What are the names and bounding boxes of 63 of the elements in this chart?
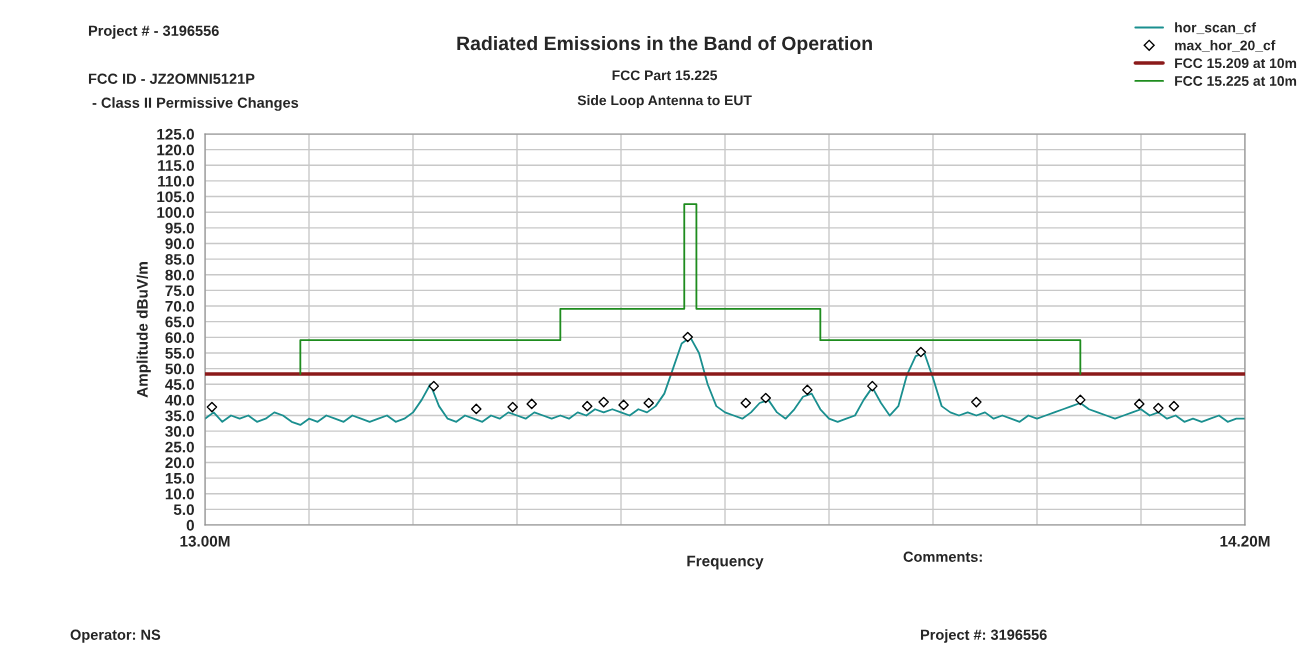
y-tick-label: 90.0 — [165, 238, 194, 250]
text: FCC ID - JZ2OMNI5121P — [88, 73, 255, 84]
y-tick-label: 0 — [186, 519, 194, 531]
y-tick-label: 45.0 — [165, 379, 194, 390]
point — [507, 401, 518, 413]
y-tick-label: 15.0 — [165, 472, 194, 484]
point — [682, 331, 694, 343]
y-tick-label: 55.0 — [165, 347, 194, 359]
y-tick-label: 105.0 — [157, 191, 194, 203]
text: Comments: — [903, 551, 982, 562]
text: - Class II Permissive Changes — [92, 97, 299, 111]
x-tick-label: 13.00M — [180, 535, 230, 547]
text: Project # - 3196556 — [88, 25, 219, 39]
point — [643, 397, 655, 409]
point — [915, 346, 927, 358]
y-tick-label: 80.0 — [165, 269, 194, 281]
legend-label: max_hor_20_cf — [1175, 40, 1276, 52]
y-axis-title: Amplitude dBuV/m — [136, 262, 151, 398]
point — [760, 392, 772, 404]
point — [1168, 400, 1180, 412]
y-tick-label: 85.0 — [165, 253, 194, 265]
y-tick-label: 110.0 — [158, 175, 194, 187]
y-tick-label: 70.0 — [165, 300, 194, 312]
point — [618, 399, 629, 411]
y-tick-label: 65.0 — [165, 316, 194, 328]
point — [206, 401, 218, 413]
point — [1153, 402, 1164, 414]
y-tick-label: 10.0 — [165, 488, 194, 500]
point — [1133, 398, 1145, 410]
text: Operator: NS — [70, 629, 161, 643]
y-tick-label: 60.0 — [165, 332, 194, 344]
y-tick-label: 25.0 — [165, 441, 194, 453]
point — [581, 400, 593, 412]
chart-title: Radiated Emissions in the Band of Operation — [457, 35, 872, 55]
point — [740, 397, 752, 409]
point — [802, 384, 813, 396]
line-series — [299, 203, 1082, 375]
point — [1075, 394, 1086, 406]
y-tick-label: 100.0 — [157, 207, 194, 218]
y-tick-label: 50.0 — [165, 363, 194, 375]
point — [971, 396, 982, 408]
y-tick-label: 20.0 — [165, 457, 194, 469]
y-tick-label: 120.0 — [157, 144, 194, 156]
legend-label: hor_scan_cf — [1175, 22, 1257, 35]
y-tick-label: 30.0 — [165, 426, 194, 437]
y-tick-label: 125.0 — [157, 128, 194, 140]
text: Project #: 3196556 — [920, 629, 1047, 643]
y-tick-label: 115.0 — [158, 160, 194, 171]
point — [428, 380, 440, 392]
y-tick-label: 40.0 — [165, 394, 194, 406]
chart-subtitle: FCC Part 15.225 Side Loop Antenna to EUT — [577, 70, 752, 108]
legend-label: FCC 15.209 at 10m — [1175, 58, 1297, 69]
y-tick-label: 5.0 — [173, 504, 194, 516]
y-tick-label: 75.0 — [165, 285, 194, 297]
x-axis-title: Frequency — [687, 555, 764, 570]
point — [526, 398, 538, 410]
y-tick-label: 95.0 — [165, 222, 194, 234]
point — [470, 403, 482, 415]
legend-label: FCC 15.225 at 10m — [1175, 76, 1297, 86]
point — [867, 380, 878, 392]
y-tick-label: 35.0 — [165, 410, 194, 422]
point — [598, 396, 609, 408]
x-tick-label: 14.20M — [1220, 535, 1270, 547]
